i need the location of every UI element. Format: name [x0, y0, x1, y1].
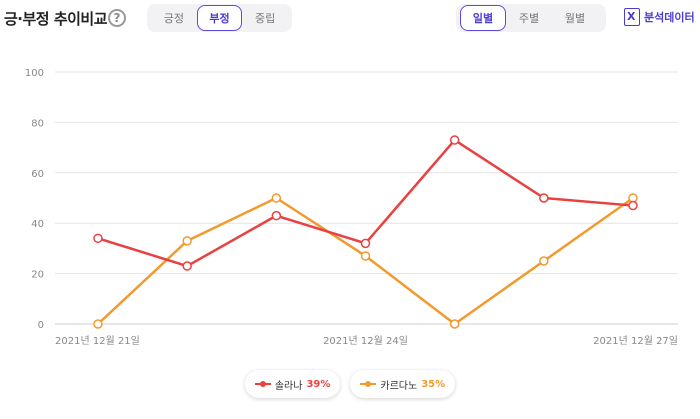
legend-label: 솔라나 [274, 380, 303, 392]
legend-label: 카르다노 [380, 380, 418, 392]
tab-monthly[interactable]: 월별 [564, 12, 586, 25]
y-tick-label: 40 [31, 219, 44, 230]
legend-item-series-2[interactable]: 카르다노 35% [350, 370, 456, 398]
legend-percent: 35% [421, 378, 446, 390]
legend-item-series-1[interactable]: 솔라나 39% [244, 370, 341, 398]
data-point [449, 319, 460, 329]
legend-marker-series-2 [360, 381, 377, 387]
series-line [97, 196, 634, 326]
page-title: 긍·부정 추이비교 [4, 10, 108, 28]
y-tick-label: 80 [31, 118, 44, 129]
x-tick-label: 2021년 12월 24일 [323, 335, 408, 347]
export-label: 분석데이터 [644, 11, 695, 24]
tab-neutral[interactable]: 중립 [255, 12, 276, 25]
tab-weekly[interactable]: 주별 [518, 12, 540, 25]
tab-daily[interactable]: 일별 [460, 5, 506, 31]
y-tick-label: 20 [31, 270, 44, 281]
trend-line-chart: 0 20 40 60 80 100 2021년 12월 21일 2021년 12월 24일 20… [25, 68, 678, 347]
data-point [628, 193, 638, 203]
y-tick-label: 100 [25, 68, 44, 79]
period-tabs: 일별 주별 월별 [456, 4, 606, 32]
data-point [271, 193, 282, 203]
x-tick-label: 2021년 12월 21일 [55, 335, 140, 347]
y-tick-label: 0 [38, 320, 44, 331]
data-point [93, 233, 103, 244]
data-point [628, 200, 638, 211]
data-point [539, 193, 549, 203]
sentiment-tabs: 긍정 부정 중립 [147, 4, 292, 32]
help-icon[interactable]: ? [108, 9, 126, 27]
legend-percent: 39% [306, 378, 331, 390]
x-tick-label: 2021년 12월 27일 [593, 335, 678, 347]
legend-marker-series-1 [254, 381, 271, 387]
export-data-button[interactable]: 분석데이터 [624, 8, 695, 26]
tab-positive[interactable]: 긍정 [163, 12, 184, 25]
y-tick-label: 60 [31, 169, 44, 180]
data-point [360, 238, 371, 249]
data-point [93, 319, 103, 329]
data-point [449, 135, 460, 145]
tab-negative[interactable]: 부정 [196, 5, 243, 31]
chart-legend: 솔라나 39% 카르다노 35% [0, 370, 700, 398]
data-point [360, 251, 371, 261]
data-point [182, 236, 192, 246]
excel-icon [624, 8, 640, 26]
data-point [271, 210, 282, 221]
data-point [539, 256, 549, 266]
data-point [182, 261, 192, 271]
